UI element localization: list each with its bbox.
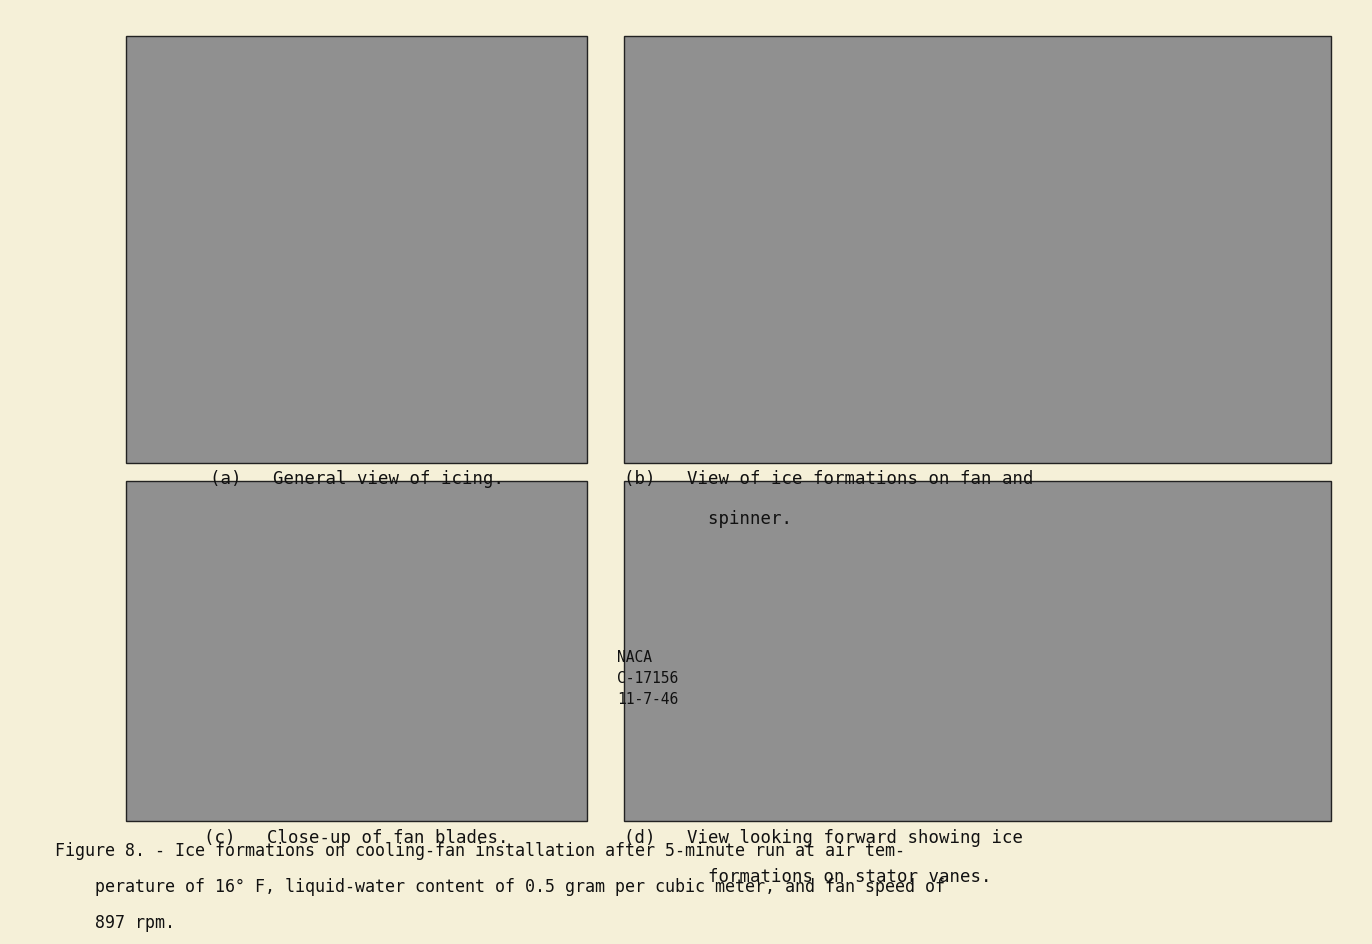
Bar [126, 481, 587, 821]
Text: 897 rpm.: 897 rpm. [55, 914, 174, 932]
Text: Figure 8. - Ice formations on cooling-fan installation after 5-minute run at air: Figure 8. - Ice formations on cooling-fa… [55, 842, 906, 860]
Text: (b)   View of ice formations on fan and: (b) View of ice formations on fan and [624, 470, 1033, 488]
Text: NACA
C-17156
11-7-46: NACA C-17156 11-7-46 [617, 650, 679, 707]
Text: (d)   View looking forward showing ice: (d) View looking forward showing ice [624, 829, 1024, 847]
Text: perature of 16° F, liquid-water content of 0.5 gram per cubic meter, and fan spe: perature of 16° F, liquid-water content … [55, 878, 945, 896]
Text: (c)   Close-up of fan blades.: (c) Close-up of fan blades. [204, 829, 509, 847]
Text: spinner.: spinner. [624, 510, 792, 528]
Bar [624, 481, 1331, 821]
Text: (a)   General view of icing.: (a) General view of icing. [210, 470, 504, 488]
Text: formations on stator vanes.: formations on stator vanes. [624, 868, 992, 886]
Bar [126, 36, 587, 463]
Bar [624, 36, 1331, 463]
